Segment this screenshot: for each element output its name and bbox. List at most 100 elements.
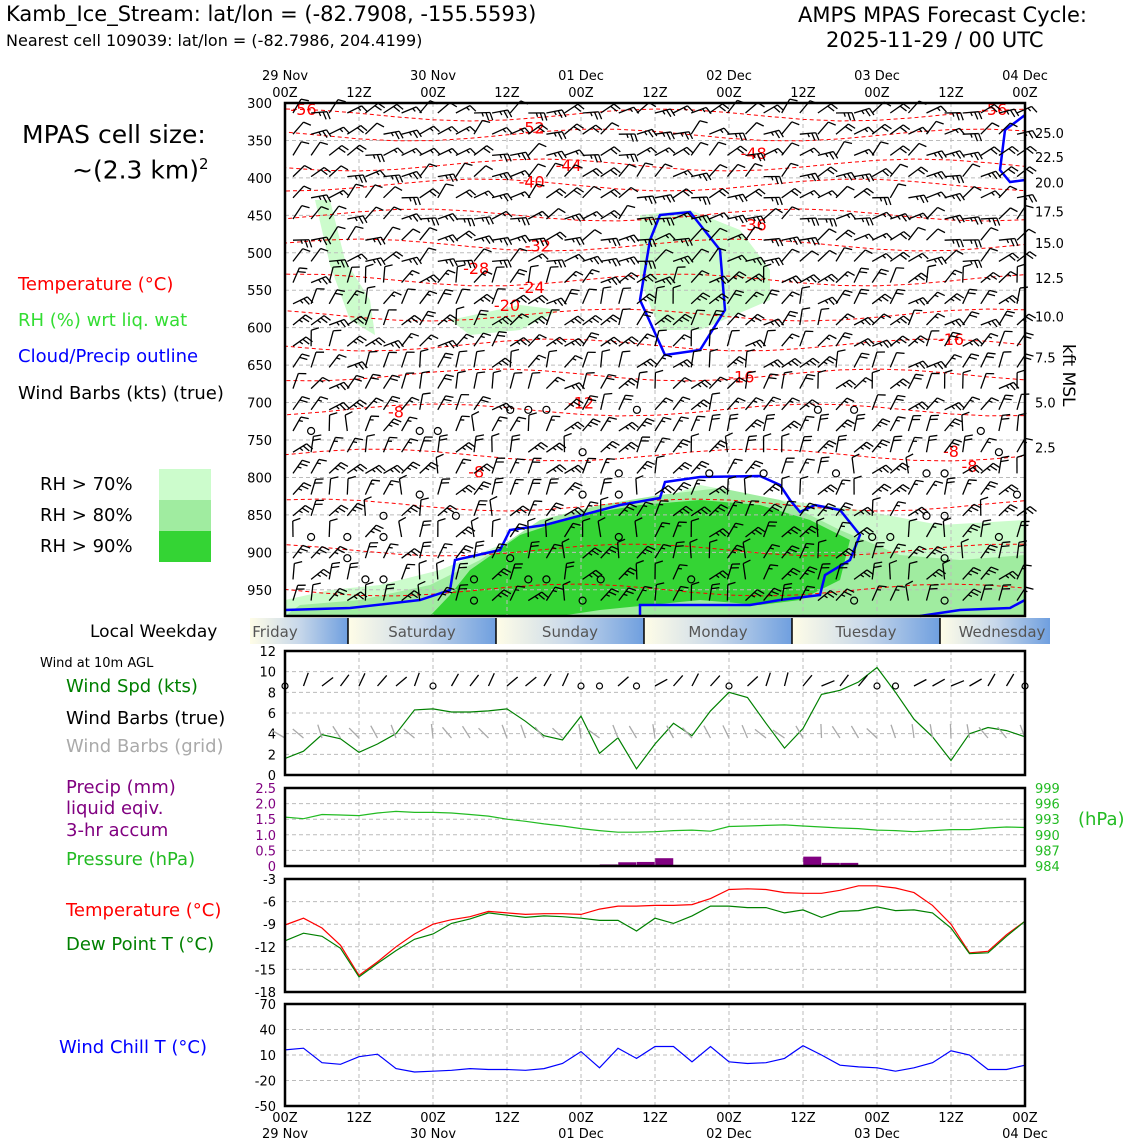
wind-barb-grid	[552, 727, 563, 739]
wind-barb	[600, 496, 609, 516]
wind-barb	[781, 420, 802, 432]
wind-barb	[690, 379, 712, 390]
wind-barb	[889, 484, 910, 496]
calm-wind-marker	[886, 532, 895, 542]
wind-barb	[473, 434, 485, 453]
wind-barb	[383, 147, 404, 156]
wind-barb	[672, 585, 689, 601]
bottom-hour-label: 00Z	[420, 1111, 446, 1126]
wind-barb	[564, 481, 583, 496]
wind-barb	[364, 373, 381, 389]
wind-barb	[527, 264, 539, 283]
wind-barb	[292, 517, 301, 538]
pressure-tick-label: 996	[1035, 798, 1060, 813]
wind-barb	[346, 315, 368, 326]
wind-barb	[889, 124, 911, 135]
wind-barb	[527, 183, 545, 199]
wind-barb	[799, 566, 818, 580]
wind-barb	[889, 251, 911, 262]
wind-barb	[492, 153, 512, 162]
wind-barb	[581, 517, 591, 538]
wind-barb	[365, 464, 386, 474]
wind-barb-grid	[612, 724, 619, 739]
wind-barb	[473, 111, 494, 121]
wind-barb	[455, 370, 466, 389]
wind-barb-true	[950, 680, 965, 687]
wind-barb	[401, 228, 421, 241]
windchill-label: Wind Chill T (°C)	[59, 1037, 207, 1058]
wind-barb	[437, 352, 454, 368]
wind-barb	[382, 583, 395, 601]
wind-barb	[962, 369, 971, 389]
wind-barb	[292, 248, 311, 262]
wind-barb	[401, 256, 422, 266]
wind-barb	[600, 122, 620, 135]
wind-barb	[347, 174, 368, 183]
wind-barb	[980, 397, 999, 411]
wind-barb	[582, 332, 600, 347]
wind-barb	[745, 339, 766, 349]
wind-barb	[817, 440, 837, 453]
wind-barb	[292, 98, 309, 114]
wind-barb-true	[321, 676, 334, 687]
wind-barb	[328, 412, 338, 432]
wind-barb	[762, 521, 778, 538]
calm-wind-marker	[429, 682, 437, 690]
calm-wind-marker	[922, 469, 931, 478]
wind-barb	[908, 360, 929, 370]
wind-barb	[328, 189, 350, 199]
wind-barb-true	[506, 676, 519, 687]
wind-barb	[618, 204, 636, 220]
wind-barb	[491, 518, 501, 538]
calm-wind-marker	[632, 682, 641, 690]
wind-barb	[401, 269, 420, 284]
wind-barb	[383, 186, 403, 199]
wind-barb	[708, 348, 718, 368]
wind-barb	[908, 252, 929, 262]
wind-barb	[546, 442, 567, 453]
windchill-line	[284, 1045, 1026, 1073]
wind-barb	[344, 411, 353, 432]
wind-barb	[690, 327, 700, 347]
wind-barb	[745, 589, 765, 602]
isotherm-line	[284, 403, 1026, 417]
wind-barb	[365, 153, 385, 163]
wind-barb	[925, 264, 937, 283]
wind-barb	[310, 166, 332, 178]
wind-barb	[310, 327, 320, 347]
wind-barb	[998, 122, 1018, 135]
wind-barb	[636, 545, 656, 559]
wind-barb	[527, 371, 541, 389]
wind-barb	[690, 581, 700, 601]
wind-barb	[907, 560, 918, 580]
wind-barb	[744, 226, 763, 241]
wind-barb	[781, 371, 793, 389]
top-hour-label: 00Z	[716, 86, 742, 101]
wind-barb-grid	[461, 725, 471, 739]
wind-barb	[944, 192, 965, 202]
wind-barb	[980, 462, 1001, 474]
calm-wind-marker	[940, 596, 949, 605]
wind-barb	[871, 497, 881, 516]
pressure-tick-label: 999	[1035, 782, 1060, 797]
wind-barb	[799, 147, 821, 156]
wind-barb	[672, 212, 694, 220]
cell-size-title: MPAS cell size:	[22, 120, 206, 149]
wind-barb	[835, 313, 855, 326]
wind-barb	[835, 212, 857, 220]
calm-wind-marker	[725, 682, 733, 690]
wind-barb	[292, 544, 311, 559]
wind-barb	[546, 188, 567, 199]
wind-barb	[998, 455, 1010, 474]
wind-barb	[581, 457, 597, 474]
wind-barb	[346, 290, 365, 305]
wind-barb	[708, 293, 729, 305]
wind-barb	[654, 131, 675, 140]
wind-barb	[980, 271, 1001, 284]
wind-barb	[763, 196, 783, 206]
isotherm-line	[284, 338, 1026, 352]
wind-barb	[817, 228, 837, 241]
wind-barb	[527, 315, 549, 326]
wind-barb	[618, 377, 639, 390]
wind-barb	[926, 228, 946, 241]
